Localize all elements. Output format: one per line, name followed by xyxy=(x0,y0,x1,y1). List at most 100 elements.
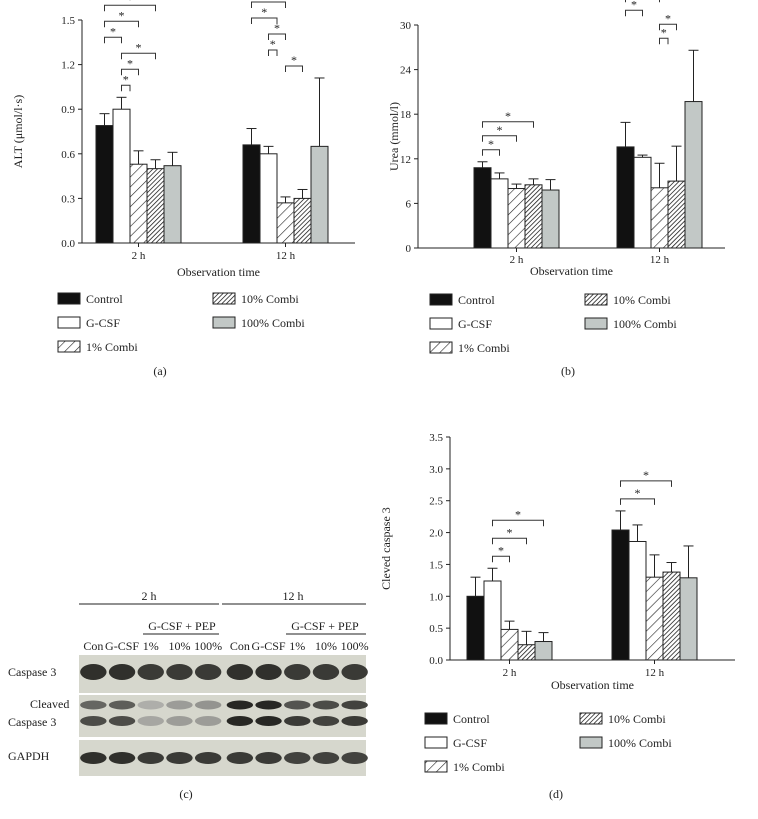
bar xyxy=(667,180,686,249)
legend-label: G-CSF xyxy=(453,736,487,750)
x-axis-label: Observation time xyxy=(177,265,260,279)
legend-label: 100% Combi xyxy=(613,317,677,331)
y-axis-label: ALT (μmol/l·s) xyxy=(11,95,25,168)
y-tick-label: 30 xyxy=(400,20,412,32)
significance-bracket xyxy=(482,149,500,156)
blot-band xyxy=(166,700,193,710)
significance-marker: * xyxy=(635,486,641,500)
y-tick-label: 18 xyxy=(400,109,412,121)
blot-row-label: Cleaved xyxy=(30,697,69,711)
legend-label: 10% Combi xyxy=(241,292,299,306)
y-tick-label: 0.6 xyxy=(61,149,75,161)
bar xyxy=(679,577,698,661)
blot-band xyxy=(341,664,368,680)
significance-marker: * xyxy=(136,40,142,54)
significance-marker: * xyxy=(291,53,297,67)
y-tick-label: 0 xyxy=(406,243,412,255)
significance-marker: * xyxy=(643,468,649,482)
blot-band xyxy=(108,752,136,764)
significance-marker: * xyxy=(498,543,504,557)
y-tick-label: 0.0 xyxy=(429,655,443,667)
legend-swatch xyxy=(212,292,236,305)
y-tick-label: 1.0 xyxy=(429,591,443,603)
treatment-header: G-CSF + PEP xyxy=(148,619,216,633)
blot-band xyxy=(108,700,136,710)
y-tick-label: 0.3 xyxy=(61,193,75,205)
chart-cleaved-caspase: 0.0 0.5 1.0 1.5 2.0 2.5 3.0 3.5 Cleved caspase 3… xyxy=(379,432,735,801)
blot-band xyxy=(80,752,107,764)
bar xyxy=(490,178,509,249)
bar xyxy=(517,644,536,661)
x-tick-label: 12 h xyxy=(650,254,670,266)
significance-marker: * xyxy=(127,0,133,6)
significance-bracket xyxy=(104,36,122,44)
legend-label: G-CSF xyxy=(86,316,120,330)
significance-marker: * xyxy=(123,72,129,86)
y-tick-label: 3.5 xyxy=(429,432,443,444)
blot-band xyxy=(80,664,107,680)
legend-swatch xyxy=(57,340,81,353)
significance-marker: * xyxy=(515,507,521,521)
x-tick-label: 2 h xyxy=(503,667,517,679)
blot-band xyxy=(80,716,107,726)
significance-marker: * xyxy=(270,37,276,51)
legend-label: 1% Combi xyxy=(458,341,510,355)
panel-label: (c) xyxy=(179,787,192,801)
panel-label: (d) xyxy=(549,787,563,801)
significance-bracket xyxy=(659,23,677,31)
blot-band xyxy=(226,752,254,764)
bar xyxy=(633,156,652,249)
bar xyxy=(628,540,647,661)
significance-bracket xyxy=(482,135,517,142)
legend-label: Control xyxy=(458,293,495,307)
significance-marker: * xyxy=(266,0,272,3)
blot-band xyxy=(312,664,340,680)
significance-bracket xyxy=(625,9,643,17)
significance-bracket xyxy=(251,17,278,24)
lane-label: Con xyxy=(230,639,250,653)
bar xyxy=(507,188,526,249)
lane-label: 100% xyxy=(341,639,369,653)
significance-bracket xyxy=(492,537,527,545)
significance-marker: * xyxy=(261,5,267,19)
x-tick-label: 12 h xyxy=(276,250,296,262)
legend-swatch xyxy=(57,316,81,329)
significance-bracket xyxy=(482,121,534,128)
blot-band xyxy=(284,716,311,726)
significance-bracket xyxy=(285,65,303,72)
significance-marker: * xyxy=(119,8,125,22)
legend-label: 1% Combi xyxy=(86,340,138,354)
panel-label: (a) xyxy=(153,364,166,378)
y-axis-label: Cleved caspase 3 xyxy=(379,507,393,590)
significance-bracket xyxy=(659,37,669,45)
x-axis-label: Observation time xyxy=(551,678,634,692)
blot-band xyxy=(284,664,311,680)
significance-bracket xyxy=(492,519,544,527)
bar xyxy=(293,197,312,244)
bar xyxy=(611,529,630,661)
bar xyxy=(483,580,502,661)
significance-bracket xyxy=(121,52,156,60)
legend-label: G-CSF xyxy=(458,317,492,331)
legend-swatch xyxy=(579,712,603,725)
significance-marker: * xyxy=(665,11,671,25)
bar xyxy=(112,108,131,244)
significance-marker: * xyxy=(274,21,280,35)
bar xyxy=(616,146,635,249)
blot-band xyxy=(226,664,254,680)
blot-band xyxy=(137,716,164,726)
legend-swatch xyxy=(429,317,453,330)
x-axis-label: Observation time xyxy=(530,264,613,278)
bar xyxy=(541,189,560,249)
significance-marker: * xyxy=(661,25,667,39)
bar xyxy=(310,145,329,244)
lane-label: 10% xyxy=(315,639,337,653)
blot-band xyxy=(255,752,282,764)
legend-swatch xyxy=(584,317,608,330)
significance-bracket xyxy=(251,1,286,8)
blot-band xyxy=(226,700,254,710)
lane-label: 1% xyxy=(289,639,305,653)
blot-band xyxy=(255,716,282,726)
blot-band xyxy=(194,716,222,726)
bar xyxy=(466,595,485,661)
